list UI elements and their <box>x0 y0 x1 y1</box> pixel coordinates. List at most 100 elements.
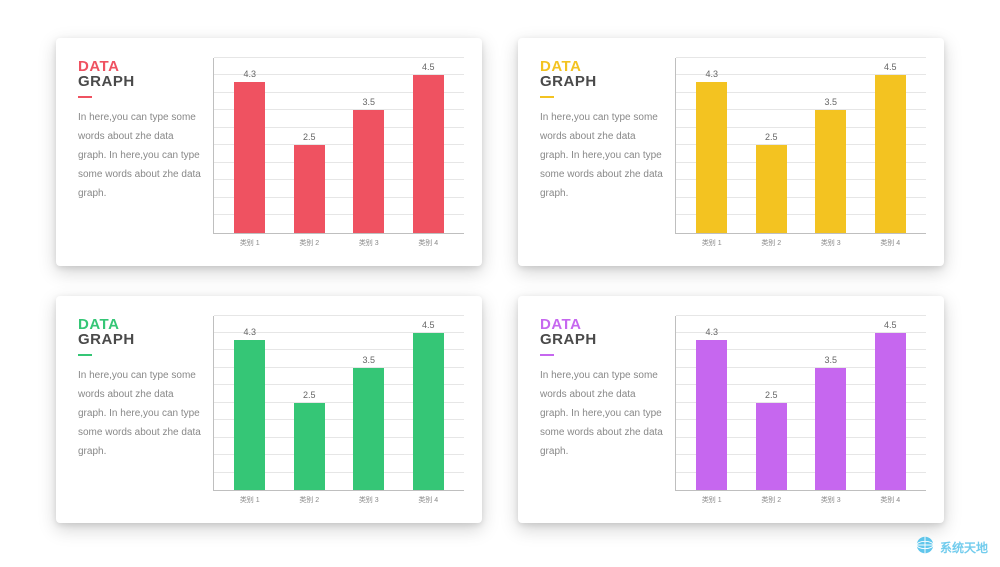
x-axis-label: 类别 3 <box>343 238 395 248</box>
chart-plot-area: 4.3 2.5 3.5 4.5 <box>213 316 464 492</box>
chart-plot-area: 4.3 2.5 3.5 4.5 <box>675 316 926 492</box>
bar-chart: 4.3 2.5 3.5 4.5 类别 1 类别 2 <box>675 58 926 248</box>
bar-col: 4.3 <box>224 316 276 491</box>
bar-col: 4.3 <box>686 316 738 491</box>
x-axis-label: 类别 3 <box>343 495 395 505</box>
bar-chart: 4.3 2.5 3.5 4.5 类别 1 类别 2 <box>213 316 464 506</box>
bar-value-label: 4.5 <box>422 320 435 330</box>
bar <box>756 145 787 232</box>
bar-chart: 4.3 2.5 3.5 4.5 类别 1 类别 2 <box>213 58 464 248</box>
bar-col: 2.5 <box>745 58 797 233</box>
bar <box>294 145 325 232</box>
bar-col: 3.5 <box>805 58 857 233</box>
bar <box>815 368 846 490</box>
x-axis-label: 类别 2 <box>283 238 335 248</box>
card-title-line2: GRAPH <box>78 73 203 90</box>
x-axis-label: 类别 3 <box>805 495 857 505</box>
card-textcol: DATA GRAPH In here,you can type some wor… <box>78 58 213 248</box>
x-axis-label: 类别 1 <box>224 238 276 248</box>
bar-col: 2.5 <box>283 316 335 491</box>
bar-value-label: 3.5 <box>824 355 837 365</box>
accent-bar <box>78 354 92 356</box>
bar <box>696 340 727 490</box>
x-axis-label: 类别 2 <box>745 238 797 248</box>
bar-value-label: 3.5 <box>362 355 375 365</box>
card-textcol: DATA GRAPH In here,you can type some wor… <box>78 316 213 506</box>
accent-bar <box>540 96 554 98</box>
card-title-line2: GRAPH <box>78 331 203 348</box>
bar <box>875 333 906 490</box>
bar-value-label: 4.3 <box>705 69 718 79</box>
bar-value-label: 4.3 <box>705 327 718 337</box>
chart-x-axis: 类别 1 类别 2 类别 3 类别 4 <box>213 234 464 248</box>
bar-col: 4.3 <box>686 58 738 233</box>
watermark: 系统天地 <box>914 534 988 561</box>
accent-bar <box>78 96 92 98</box>
bar-col: 4.5 <box>402 58 454 233</box>
chart-plot-area: 4.3 2.5 3.5 4.5 <box>213 58 464 234</box>
bar <box>353 368 384 490</box>
chart-x-axis: 类别 1 类别 2 类别 3 类别 4 <box>675 234 926 248</box>
card-description: In here,you can type some words about zh… <box>78 108 203 203</box>
bar <box>413 333 444 490</box>
bar <box>234 340 265 490</box>
bar-col: 4.3 <box>224 58 276 233</box>
bar-col: 4.5 <box>864 58 916 233</box>
bar <box>756 403 787 490</box>
card-description: In here,you can type some words about zh… <box>78 366 203 461</box>
bar-value-label: 2.5 <box>303 132 316 142</box>
bar <box>413 75 444 232</box>
card-title-line2: GRAPH <box>540 73 665 90</box>
bar-value-label: 3.5 <box>824 97 837 107</box>
x-axis-label: 类别 4 <box>864 495 916 505</box>
card-title-line2: GRAPH <box>540 331 665 348</box>
bar-col: 4.5 <box>864 316 916 491</box>
x-axis-label: 类别 2 <box>283 495 335 505</box>
card-textcol: DATA GRAPH In here,you can type some wor… <box>540 316 675 506</box>
data-card: DATA GRAPH In here,you can type some wor… <box>518 296 944 524</box>
bar-chart: 4.3 2.5 3.5 4.5 类别 1 类别 2 <box>675 316 926 506</box>
data-card: DATA GRAPH In here,you can type some wor… <box>518 38 944 266</box>
bar-value-label: 4.5 <box>884 62 897 72</box>
chart-x-axis: 类别 1 类别 2 类别 3 类别 4 <box>675 491 926 505</box>
bar-col: 2.5 <box>745 316 797 491</box>
x-axis-label: 类别 4 <box>402 238 454 248</box>
bar-col: 2.5 <box>283 58 335 233</box>
bar-value-label: 4.3 <box>243 69 256 79</box>
chart-plot-area: 4.3 2.5 3.5 4.5 <box>675 58 926 234</box>
x-axis-label: 类别 2 <box>745 495 797 505</box>
data-card: DATA GRAPH In here,you can type some wor… <box>56 296 482 524</box>
x-axis-label: 类别 1 <box>686 495 738 505</box>
bar-value-label: 2.5 <box>765 390 778 400</box>
bar-value-label: 4.3 <box>243 327 256 337</box>
bar-value-label: 3.5 <box>362 97 375 107</box>
x-axis-label: 类别 4 <box>402 495 454 505</box>
bar-col: 3.5 <box>805 316 857 491</box>
bar-col: 4.5 <box>402 316 454 491</box>
card-description: In here,you can type some words about zh… <box>540 108 665 203</box>
x-axis-label: 类别 1 <box>686 238 738 248</box>
bar-col: 3.5 <box>343 58 395 233</box>
bar <box>815 110 846 232</box>
card-textcol: DATA GRAPH In here,you can type some wor… <box>540 58 675 248</box>
chart-x-axis: 类别 1 类别 2 类别 3 类别 4 <box>213 491 464 505</box>
bar <box>234 82 265 232</box>
bar <box>696 82 727 232</box>
accent-bar <box>540 354 554 356</box>
bar-value-label: 2.5 <box>765 132 778 142</box>
bar-value-label: 4.5 <box>884 320 897 330</box>
bar <box>875 75 906 232</box>
bar <box>294 403 325 490</box>
watermark-text: 系统天地 <box>940 539 988 556</box>
bar-col: 3.5 <box>343 316 395 491</box>
data-card: DATA GRAPH In here,you can type some wor… <box>56 38 482 266</box>
card-grid: DATA GRAPH In here,you can type some wor… <box>0 0 1000 567</box>
bar-value-label: 2.5 <box>303 390 316 400</box>
x-axis-label: 类别 3 <box>805 238 857 248</box>
x-axis-label: 类别 1 <box>224 495 276 505</box>
x-axis-label: 类别 4 <box>864 238 916 248</box>
bar <box>353 110 384 232</box>
card-description: In here,you can type some words about zh… <box>540 366 665 461</box>
globe-icon <box>914 534 936 561</box>
bar-value-label: 4.5 <box>422 62 435 72</box>
